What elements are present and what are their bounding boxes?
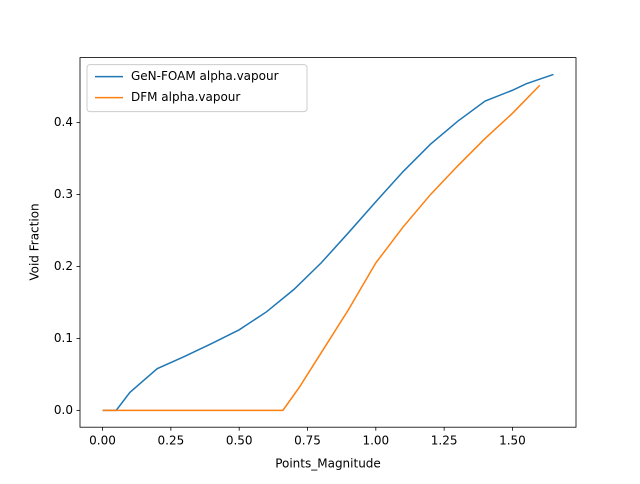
plot-frame (79, 57, 577, 428)
x-tick-label: 1.25 (431, 434, 458, 448)
y-axis-label: Void Fraction (28, 203, 42, 280)
x-tick-label: 0.00 (89, 434, 116, 448)
y-tick-label: 0.2 (54, 259, 73, 273)
x-tick-label: 1.00 (362, 434, 389, 448)
legend-label: DFM alpha.vapour (131, 90, 240, 104)
line-series (102, 84, 541, 412)
x-tick-label: 0.50 (226, 434, 253, 448)
x-tick-label: 0.25 (158, 434, 185, 448)
legend-box (86, 64, 308, 113)
line-series (102, 73, 554, 412)
legend-label: GeN-FOAM alpha.vapour (131, 69, 279, 83)
y-tick-label: 0.3 (54, 187, 73, 201)
x-tick-label: 0.75 (294, 434, 321, 448)
x-tick-label: 1.50 (499, 434, 526, 448)
y-tick-label: 0.1 (54, 331, 73, 345)
y-tick-label: 0.4 (54, 115, 73, 129)
x-axis-label: Points_Magnitude (275, 457, 381, 471)
y-tick-label: 0.0 (54, 403, 73, 417)
